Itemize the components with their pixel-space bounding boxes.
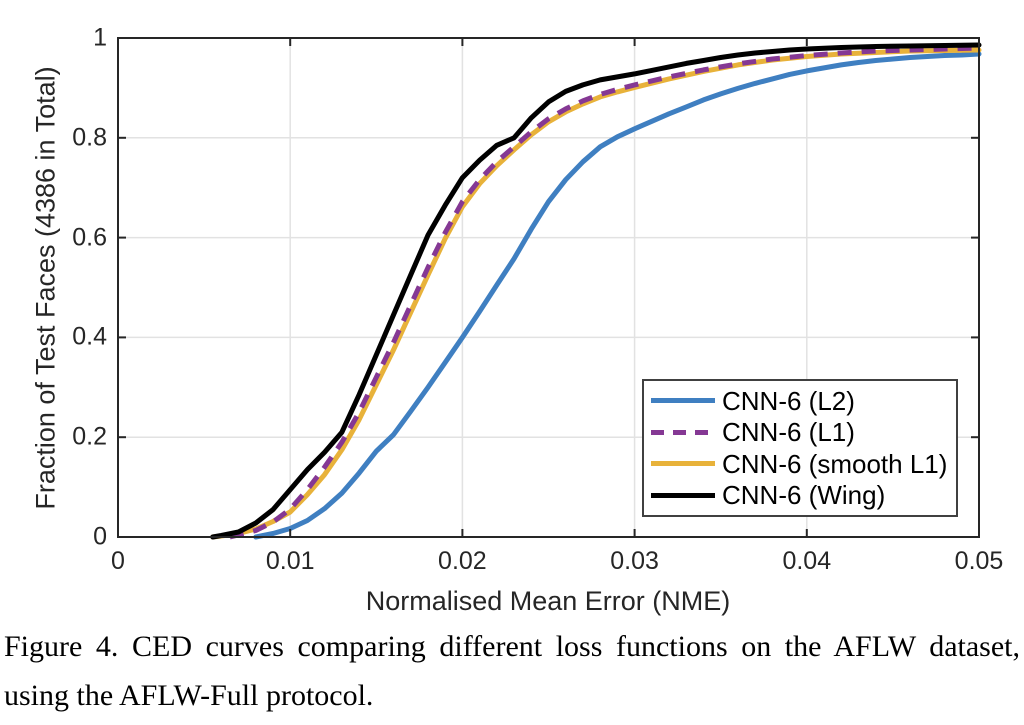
y-tick-label: 0.4 bbox=[72, 322, 107, 351]
x-tick-label: 0.01 bbox=[265, 547, 315, 575]
x-tick-label: 0.03 bbox=[610, 547, 659, 575]
x-axis-label: Normalised Mean Error (NME) bbox=[365, 586, 731, 616]
y-tick-label: 0 bbox=[93, 522, 107, 551]
x-tick-label: 0.02 bbox=[438, 547, 487, 575]
y-tick-label: 0.2 bbox=[72, 422, 107, 451]
legend-item-label: CNN-6 (L1) bbox=[722, 417, 855, 448]
y-axis-label: Fraction of Test Faces (4386 in Total) bbox=[30, 66, 61, 510]
legend-line-sample bbox=[651, 429, 715, 435]
x-tick-label: 0.05 bbox=[954, 547, 1004, 575]
legend-item: CNN-6 (L1) bbox=[644, 418, 956, 446]
legend-line-sample bbox=[651, 398, 715, 404]
ced-chart bbox=[117, 37, 982, 540]
legend: CNN-6 (L2) CNN-6 (L1) CNN-6 (smooth L1) … bbox=[642, 379, 958, 517]
y-tick-label: 1 bbox=[93, 23, 107, 52]
legend-line-sample bbox=[651, 461, 715, 467]
y-tick-label: 0.8 bbox=[72, 123, 107, 152]
x-tick-label: 0.04 bbox=[782, 547, 832, 575]
legend-item-label: CNN-6 (smooth L1) bbox=[722, 448, 948, 479]
legend-item: CNN-6 (smooth L1) bbox=[644, 450, 956, 478]
legend-item-label: CNN-6 (Wing) bbox=[722, 480, 886, 511]
legend-item-label: CNN-6 (L2) bbox=[722, 385, 855, 416]
legend-item: CNN-6 (L2) bbox=[644, 387, 956, 415]
y-tick-label: 0.6 bbox=[72, 223, 107, 252]
x-tick-label: 0 bbox=[111, 547, 125, 575]
legend-line-sample bbox=[651, 492, 715, 498]
legend-item: CNN-6 (Wing) bbox=[644, 481, 956, 509]
figure-caption: Figure 4. CED curves comparing different… bbox=[4, 630, 1020, 712]
